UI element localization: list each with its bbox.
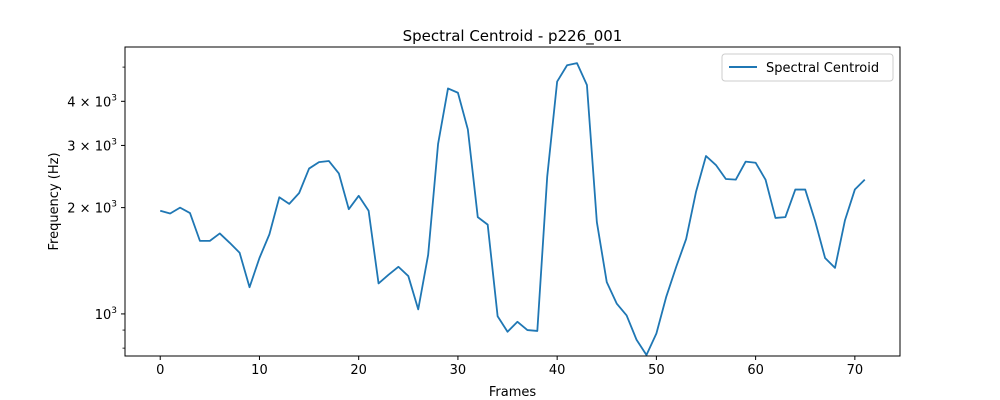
- x-axis-label: Frames: [489, 385, 537, 400]
- x-tick-label: 60: [747, 363, 764, 378]
- x-tick-label: 70: [847, 363, 864, 378]
- x-tick-label: 20: [350, 363, 367, 378]
- plot-area: [159, 62, 866, 356]
- legend: Spectral Centroid: [721, 53, 894, 82]
- y-tick-label: 103: [95, 306, 117, 323]
- legend-box: [721, 53, 894, 82]
- x-axis: 0 10 20 30 40 50 60 70: [156, 356, 863, 378]
- x-tick-label: 10: [251, 363, 268, 378]
- series-line: [159, 62, 866, 356]
- y-tick-label: 2 × 103: [67, 200, 117, 217]
- y-tick-label: 3 × 103: [67, 137, 117, 154]
- chart-title: Spectral Centroid - p226_001: [403, 27, 623, 46]
- y-axis: 103 2 × 103 3 × 103 4 × 103: [67, 66, 125, 349]
- x-tick-label: 40: [549, 363, 566, 378]
- x-tick-label: 30: [450, 363, 467, 378]
- y-axis-label: Frequency (Hz): [47, 152, 62, 250]
- y-tick-label: 4 × 103: [67, 93, 117, 110]
- x-tick-label: 50: [648, 363, 665, 378]
- x-tick-label: 0: [156, 363, 164, 378]
- legend-label: Spectral Centroid: [766, 61, 879, 76]
- plot-frame: [124, 46, 901, 357]
